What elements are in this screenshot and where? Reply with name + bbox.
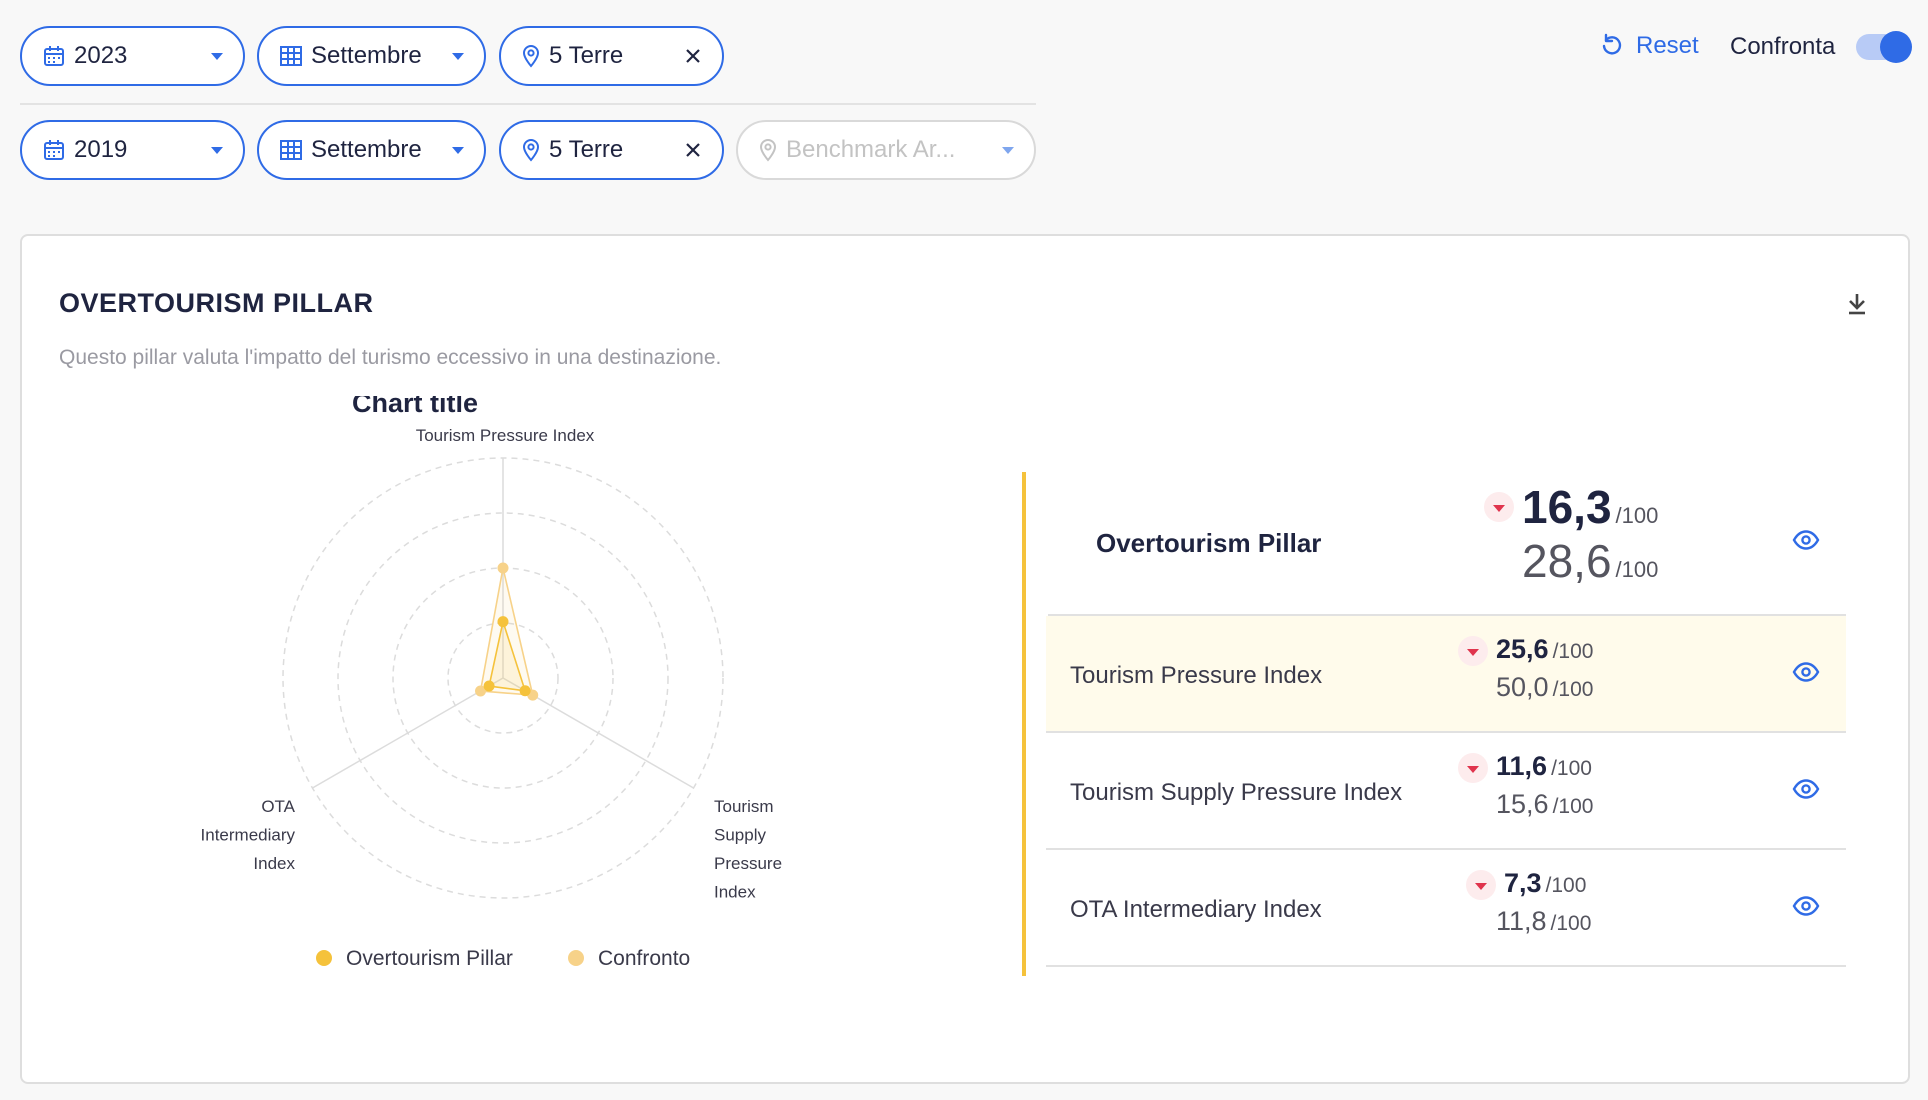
toggle-knob [1880, 31, 1912, 63]
location-pin-icon [521, 44, 541, 68]
trend-down-icon [1458, 753, 1488, 783]
reset-label: Reset [1636, 32, 1699, 59]
compare-label: Confronta [1730, 33, 1836, 60]
trend-down-icon [1466, 870, 1496, 900]
chevron-down-icon [452, 146, 464, 154]
metric-row-pillar: Overtourism Pillar 16,3/100 28,6/100 [1048, 472, 1846, 616]
metric-current: 11,6/100 [1496, 751, 1592, 782]
metric-denominator: /100 [1615, 557, 1659, 582]
metric-current: 25,6/100 [1496, 634, 1593, 665]
compare-month-select[interactable]: Settembre [257, 120, 486, 180]
card-title: OVERTOURISM PILLAR [59, 288, 374, 318]
metric-label: Tourism Supply Pressure Index [1070, 779, 1403, 806]
benchmark-area-select[interactable]: Benchmark Ar... [736, 120, 1036, 180]
metric-current: 16,3/100 [1522, 480, 1658, 534]
clear-icon[interactable] [684, 47, 702, 65]
metric-denominator: /100 [1552, 795, 1594, 818]
chevron-down-icon [1002, 146, 1014, 154]
legend-label: Confronto [598, 947, 690, 970]
radar-ring [337, 512, 669, 844]
area-value: 5 Terre [549, 42, 624, 69]
axis-label: Tourism Pressure Index [416, 426, 595, 445]
compare-month-value: Settembre [311, 136, 422, 163]
metric-label: Overtourism Pillar [1096, 528, 1322, 558]
eye-icon[interactable] [1792, 896, 1820, 921]
metric-current-value: 11,6 [1496, 751, 1548, 781]
filters-divider [20, 103, 1036, 105]
radar-point [497, 616, 509, 628]
chevron-down-icon [211, 146, 223, 154]
calendar-icon [42, 44, 66, 68]
compare-area-select[interactable]: 5 Terre [499, 120, 724, 180]
radar-chart: Chart title Tourism Pressure Index Tourism… [22, 388, 922, 1086]
location-pin-icon [521, 138, 541, 162]
compare-year-value: 2019 [74, 136, 128, 163]
metric-denominator: /100 [1551, 757, 1592, 780]
chevron-down-icon [211, 52, 223, 60]
calendar-icon [42, 138, 66, 162]
metric-previous: 50,0/100 [1496, 672, 1593, 703]
compare-year-select[interactable]: 2019 [20, 120, 245, 180]
pillar-highlight-bar [1022, 472, 1026, 976]
card-description: Questo pillar valuta l'impatto del turis… [59, 346, 722, 369]
metric-previous: 28,6/100 [1522, 534, 1658, 588]
metric-current: 7,3/100 [1504, 868, 1586, 899]
radar-point [497, 562, 509, 574]
eye-icon[interactable] [1792, 779, 1820, 804]
metric-denominator: /100 [1552, 678, 1594, 701]
metric-current-value: 16,3 [1522, 481, 1612, 533]
metric-denominator: /100 [1550, 912, 1592, 935]
metric-label: OTA Intermediary Index [1070, 896, 1322, 923]
chart-title: Chart title [352, 396, 478, 418]
year-value: 2023 [74, 42, 128, 69]
metric-previous: 11,8/100 [1496, 906, 1591, 937]
trend-down-icon [1484, 492, 1514, 522]
metric-current-value: 7,3 [1504, 868, 1542, 898]
compare-area-value: 5 Terre [549, 136, 624, 163]
metric-denominator: /100 [1545, 874, 1587, 897]
eye-icon[interactable] [1792, 662, 1820, 687]
compare-toggle[interactable] [1856, 31, 1912, 63]
grid-icon [279, 139, 303, 161]
radar-point [519, 685, 531, 697]
axis-label: Tourism Supply Pressure Index [714, 797, 782, 902]
metric-previous: 15,6/100 [1496, 789, 1593, 820]
year-select[interactable]: 2023 [20, 26, 245, 86]
radar-point [483, 680, 495, 692]
grid-icon [279, 45, 303, 67]
clear-icon[interactable] [684, 141, 702, 159]
metric-previous-value: 15,6 [1496, 789, 1549, 819]
area-select[interactable]: 5 Terre [499, 26, 724, 86]
radar-series-area [488, 618, 527, 692]
metric-denominator: /100 [1615, 503, 1659, 528]
pillar-card: OVERTOURISM PILLAR Questo pillar valuta … [20, 234, 1910, 1084]
month-select[interactable]: Settembre [257, 26, 486, 86]
metric-previous-value: 50,0 [1496, 672, 1549, 702]
legend-label: Overtourism Pillar [346, 947, 513, 970]
metric-previous-value: 11,8 [1496, 906, 1547, 936]
chevron-down-icon [452, 52, 464, 60]
radar-point [475, 685, 487, 697]
metric-row: Tourism Supply Pressure Index 11,6/100 15,… [1046, 733, 1846, 850]
location-pin-icon [758, 138, 778, 162]
download-icon[interactable] [1846, 292, 1868, 321]
month-value: Settembre [311, 42, 422, 69]
reset-button[interactable]: Reset [1600, 32, 1699, 60]
radar-axis-line [312, 677, 504, 789]
trend-down-icon [1458, 636, 1488, 666]
metric-denominator: /100 [1552, 640, 1594, 663]
metric-label: Tourism Pressure Index [1070, 662, 1323, 689]
metric-current-value: 25,6 [1496, 634, 1549, 664]
metric-row: Tourism Pressure Index 25,6/100 50,0/100 [1046, 616, 1846, 733]
benchmark-area-placeholder: Benchmark Ar... [786, 136, 956, 163]
eye-icon[interactable] [1792, 530, 1820, 555]
metric-row: OTA Intermediary Index 7,3/100 11,8/100 [1046, 850, 1846, 967]
legend-marker [568, 950, 584, 966]
metric-previous-value: 28,6 [1522, 535, 1612, 587]
legend-marker [316, 950, 332, 966]
reset-icon [1602, 33, 1622, 55]
axis-label: OTA Intermediary Index [201, 797, 296, 873]
